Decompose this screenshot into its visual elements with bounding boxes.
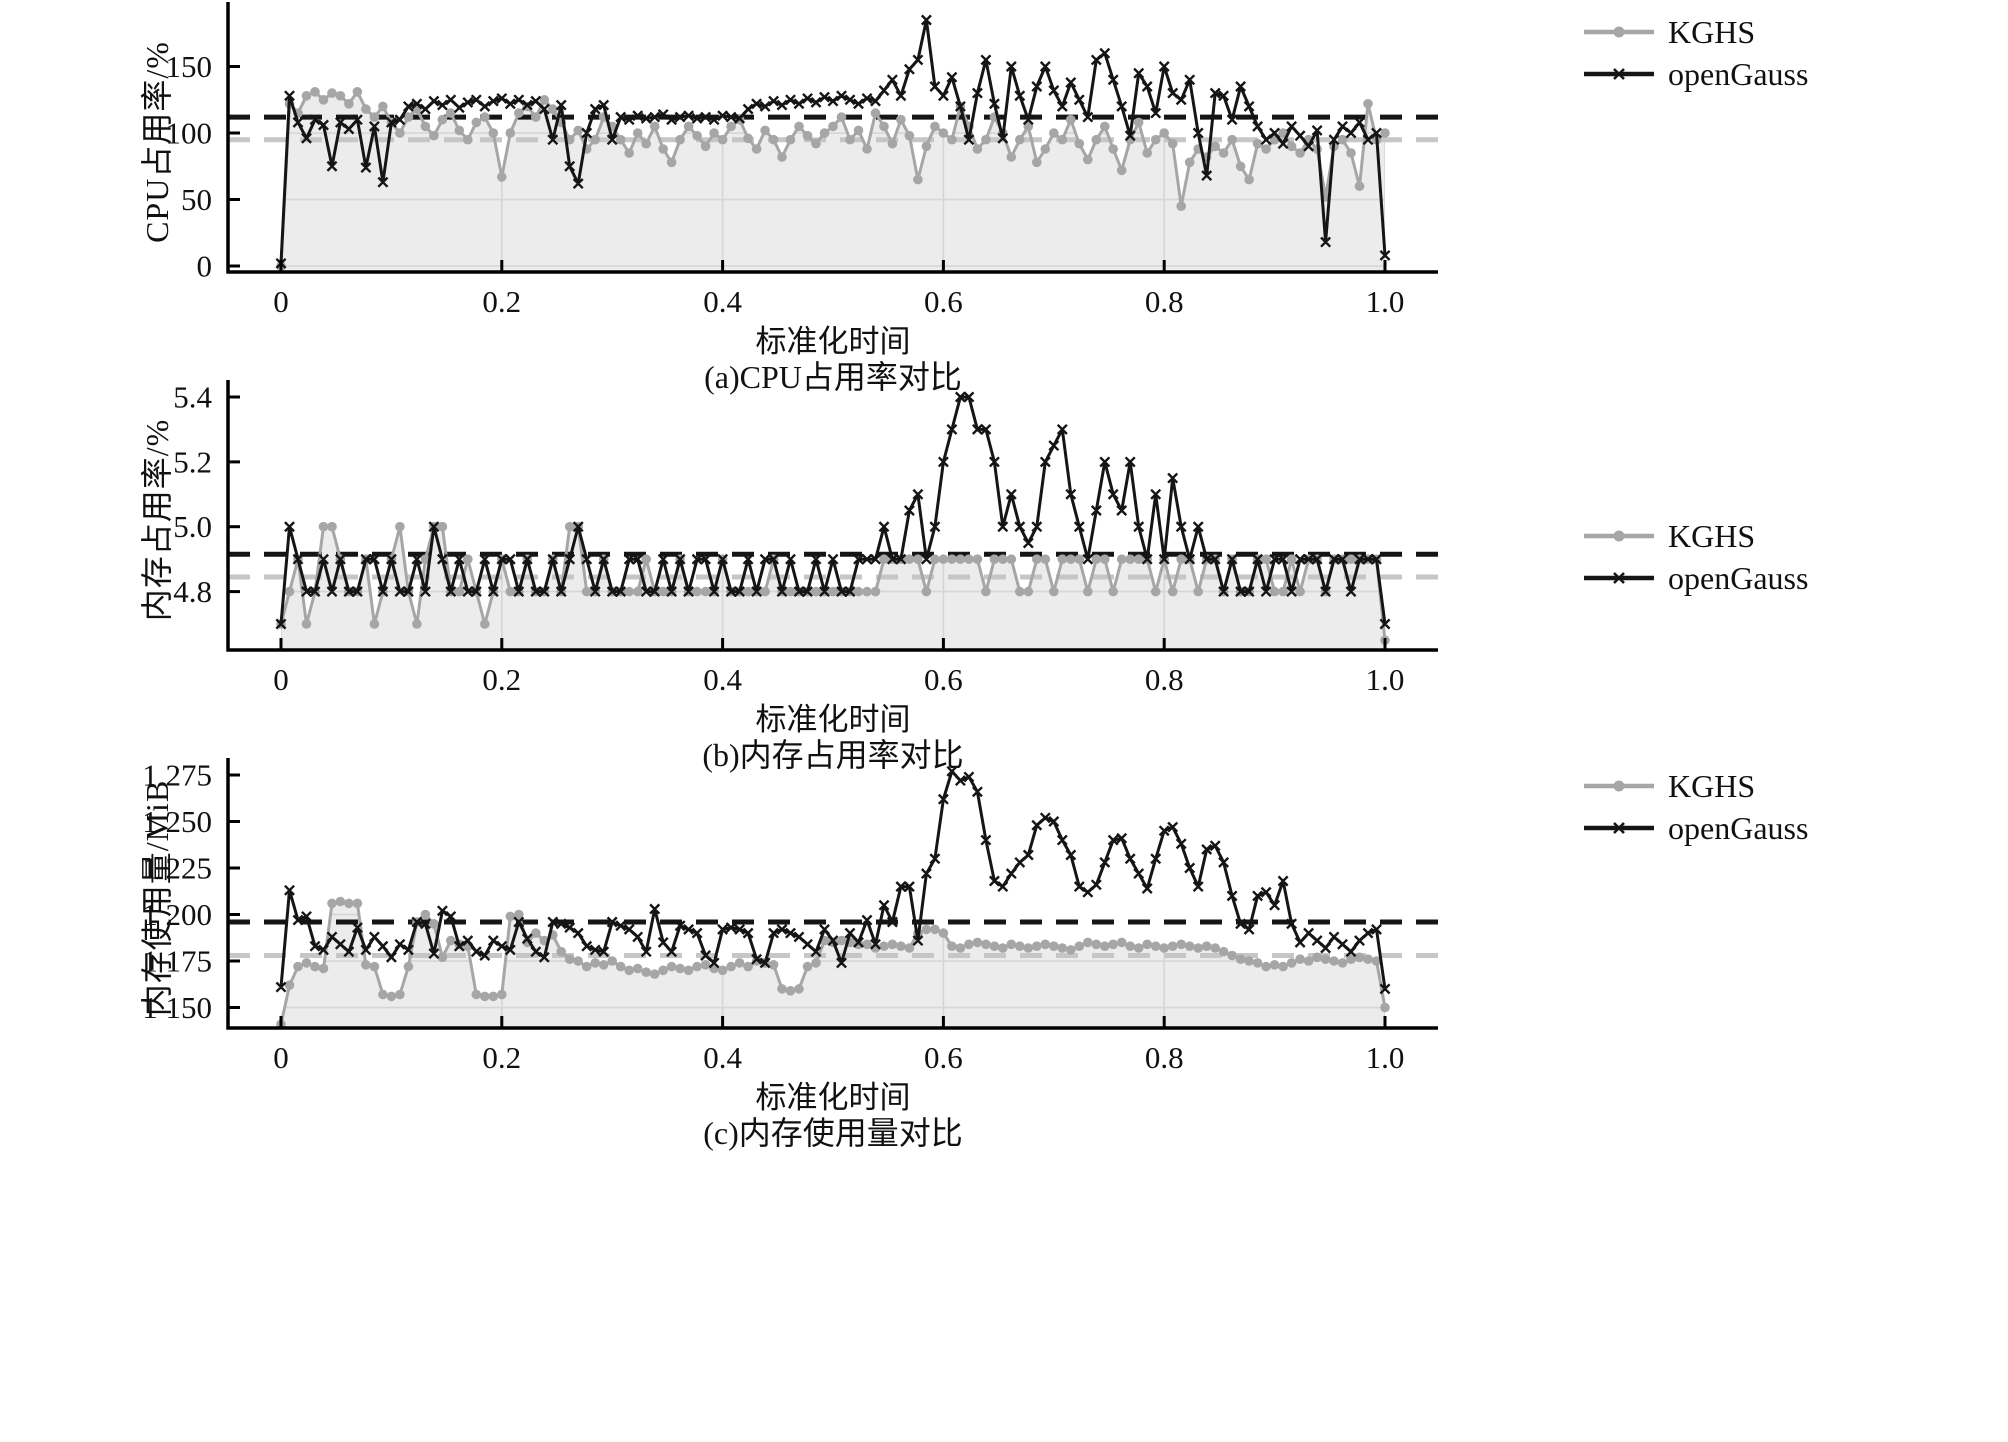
svg-text:0.4: 0.4: [703, 284, 742, 319]
svg-text:0.6: 0.6: [924, 662, 963, 697]
cpu-y-axis-label: CPU占用率/%: [139, 41, 175, 243]
cpu-plot-area: 0 50 100 150 0 0.2 0.4 0.6 0.8 1.0: [166, 2, 1438, 319]
svg-text:0.4: 0.4: [703, 662, 742, 697]
svg-text:1 150: 1 150: [142, 990, 212, 1025]
legend-item-opengauss: openGauss: [1582, 560, 1808, 596]
svg-text:0.8: 0.8: [1145, 662, 1184, 697]
kghs-line-sample-icon: [1584, 780, 1654, 792]
svg-text:0: 0: [197, 249, 213, 284]
legend-label-opengauss: openGauss: [1668, 559, 1809, 596]
memory-percent-legend: KGHS openGauss: [1582, 518, 1808, 596]
svg-text:1 250: 1 250: [142, 804, 212, 839]
svg-text:5.0: 5.0: [173, 509, 212, 544]
legend-label-kghs: KGHS: [1668, 13, 1756, 50]
chart-a-cpu-usage: 0 50 100 150 0 0.2 0.4 0.6 0.8 1.0 CPU占用率/% 标准化时间…: [0, 0, 2008, 395]
svg-text:5.2: 5.2: [173, 444, 212, 479]
legend-item-opengauss: openGauss: [1582, 56, 1808, 92]
svg-text:1.0: 1.0: [1366, 1040, 1405, 1075]
svg-text:50: 50: [181, 182, 212, 217]
svg-text:4.8: 4.8: [173, 574, 212, 609]
svg-text:0: 0: [273, 662, 289, 697]
svg-text:0: 0: [273, 1040, 289, 1075]
svg-text:0.2: 0.2: [482, 662, 521, 697]
svg-text:1.0: 1.0: [1366, 662, 1405, 697]
cpu-x-axis-label: 标准化时间: [755, 324, 911, 359]
opengauss-line-sample-icon: [1584, 822, 1654, 834]
kghs-line-sample-icon: [1584, 26, 1654, 38]
svg-text:5.4: 5.4: [173, 380, 212, 415]
svg-text:1 200: 1 200: [142, 897, 212, 932]
chart-c-memory-mib: 1 150 1 175 1 200 1 225 1 250 1 275 0 0.2 0.4 0.6…: [0, 756, 2008, 1152]
svg-text:150: 150: [166, 49, 213, 84]
legend-item-opengauss: openGauss: [1582, 810, 1808, 846]
opengauss-line-sample-icon: [1584, 68, 1654, 80]
svg-text:100: 100: [166, 116, 213, 151]
legend-item-kghs: KGHS: [1582, 518, 1808, 554]
svg-text:0.8: 0.8: [1145, 1040, 1184, 1075]
memory-percent-subplot-caption: (b)内存占用率对比: [702, 737, 964, 773]
cpu-subplot-caption: (a)CPU占用率对比: [704, 359, 962, 395]
chart-b-memory-percent: 4.8 5.0 5.2 5.4 0 0.2 0.4 0.6 0.8 1.0 内存占用率/% 标准化…: [0, 378, 2008, 774]
svg-text:0.2: 0.2: [482, 1040, 521, 1075]
memory-mib-x-axis-label: 标准化时间: [755, 1080, 911, 1115]
memory-mib-legend: KGHS openGauss: [1582, 768, 1808, 846]
legend-item-kghs: KGHS: [1582, 768, 1808, 804]
legend-label-opengauss: openGauss: [1668, 55, 1809, 92]
svg-text:1 275: 1 275: [142, 758, 212, 793]
legend-label-opengauss: openGauss: [1668, 809, 1809, 846]
svg-text:1 225: 1 225: [142, 851, 212, 886]
memory-mib-plot-area: 1 150 1 175 1 200 1 225 1 250 1 275 0 0.2 0.4 0.6…: [142, 758, 1438, 1075]
legend-item-kghs: KGHS: [1582, 14, 1808, 50]
svg-text:0.6: 0.6: [924, 1040, 963, 1075]
legend-label-kghs: KGHS: [1668, 517, 1756, 554]
memory-percent-x-axis-label: 标准化时间: [755, 702, 911, 737]
memory-mib-subplot-caption: (c)内存使用量对比: [703, 1115, 963, 1151]
svg-text:0.4: 0.4: [703, 1040, 742, 1075]
memory-percent-plot-area: 4.8 5.0 5.2 5.4 0 0.2 0.4 0.6 0.8 1.0: [173, 380, 1438, 697]
svg-text:0.2: 0.2: [482, 284, 521, 319]
memory-percent-y-axis-label: 内存占用率/%: [139, 418, 175, 622]
memory-mib-y-axis-label: 内存使用量/MiB: [139, 779, 175, 1017]
legend-label-kghs: KGHS: [1668, 767, 1756, 804]
svg-text:1 175: 1 175: [142, 944, 212, 979]
kghs-line-sample-icon: [1584, 530, 1654, 542]
opengauss-line-sample-icon: [1584, 572, 1654, 584]
svg-text:0: 0: [273, 284, 289, 319]
svg-text:0.6: 0.6: [924, 284, 963, 319]
cpu-legend: KGHS openGauss: [1582, 14, 1808, 92]
svg-text:0.8: 0.8: [1145, 284, 1184, 319]
svg-text:1.0: 1.0: [1366, 284, 1405, 319]
